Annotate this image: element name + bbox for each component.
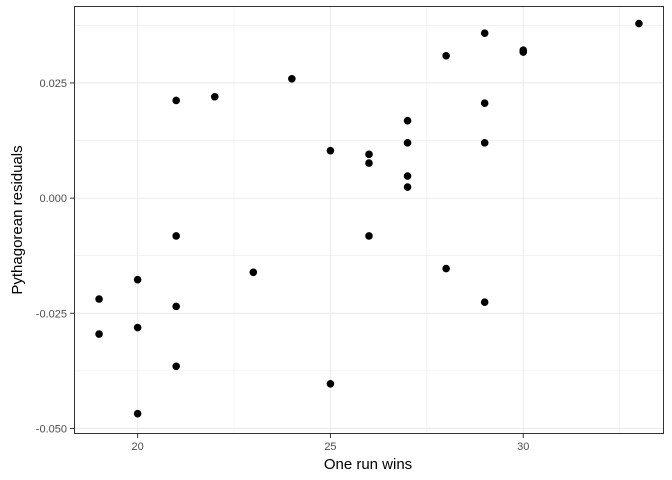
data-point: [288, 74, 296, 83]
data-point: [519, 48, 528, 56]
x-axis-ticks: 20 25 30: [132, 434, 529, 453]
major-gridlines: [74, 6, 664, 434]
data-point: [133, 275, 142, 284]
data-point: [133, 323, 142, 332]
data-point: [403, 139, 412, 147]
y-tick-label: 0.025: [39, 78, 67, 90]
data-point: [365, 159, 373, 167]
data-point: [480, 139, 489, 147]
data-point: [403, 183, 412, 191]
x-tick-label: 25: [324, 441, 336, 453]
data-points: [95, 19, 643, 418]
data-point: [95, 330, 103, 338]
data-point: [403, 172, 412, 180]
data-point: [249, 268, 258, 277]
plot-panel-background: [74, 6, 664, 434]
data-point: [403, 116, 412, 125]
data-point: [172, 362, 180, 371]
x-tick-label: 30: [517, 441, 529, 453]
data-point: [172, 302, 180, 311]
y-axis-title: Pythagorean residuals: [9, 145, 26, 294]
data-point: [210, 92, 219, 101]
data-point: [480, 298, 489, 307]
data-point: [365, 150, 373, 159]
data-point: [326, 379, 335, 388]
x-axis-title: One run wins: [324, 456, 412, 473]
data-point: [442, 51, 450, 60]
data-point: [95, 295, 103, 303]
data-point: [172, 232, 180, 240]
y-tick-label: 0.000: [39, 193, 67, 205]
y-tick-label: -0.050: [36, 423, 67, 435]
data-point: [442, 264, 450, 273]
y-tick-label: -0.025: [36, 308, 67, 320]
data-point: [172, 96, 180, 105]
y-axis-ticks: -0.050 -0.025 0.000 0.025: [36, 78, 74, 435]
data-point: [133, 409, 142, 418]
data-point: [635, 19, 643, 28]
data-point: [480, 29, 489, 37]
data-point: [365, 232, 373, 240]
data-point: [480, 99, 489, 108]
data-point: [326, 146, 335, 155]
minor-gridlines: [74, 6, 664, 434]
plot-panel-border: [74, 6, 664, 434]
x-tick-label: 20: [132, 441, 144, 453]
